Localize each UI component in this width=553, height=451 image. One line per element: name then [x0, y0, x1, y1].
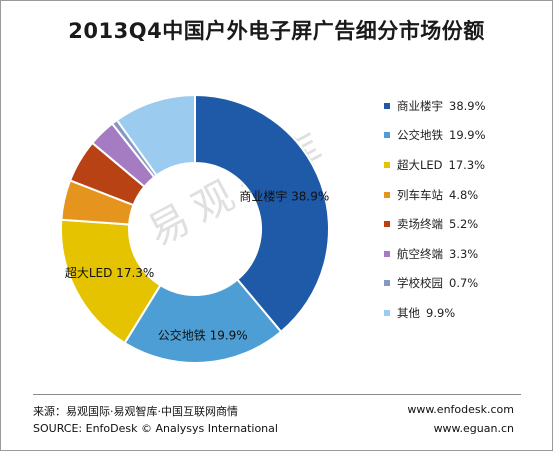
- legend-item-6: 航空终端 3.3%: [384, 239, 486, 269]
- legend-label: 商业楼宇: [397, 98, 443, 113]
- legend-label: 公交地铁: [397, 128, 443, 143]
- legend-item-8: 其他 9.9%: [384, 298, 486, 328]
- legend-swatch: [384, 309, 390, 316]
- legend-label: 列车车站: [397, 187, 443, 202]
- legend-label: 卖场终端: [397, 217, 443, 232]
- website-link-enfodesk[interactable]: www.enfodesk.com: [407, 403, 514, 416]
- legend-swatch: [384, 161, 390, 168]
- legend-item-7: 学校校园 0.7%: [384, 269, 486, 299]
- legend-swatch: [384, 132, 390, 139]
- slice-1: [194, 93, 330, 334]
- legend-label: 航空终端: [397, 246, 443, 261]
- legend-swatch: [384, 280, 390, 287]
- slice-2: [123, 278, 283, 364]
- website-link-eguan[interactable]: www.eguan.cn: [433, 422, 514, 435]
- legend-item-1: 商业楼宇 38.9%: [384, 91, 486, 121]
- chart-title: 2013Q4中国户外电子屏广告细分市场份额: [68, 19, 485, 43]
- legend-item-4: 列车车站 4.8%: [384, 180, 486, 210]
- legend-swatch: [384, 191, 390, 198]
- legend-swatch: [384, 250, 390, 257]
- legend-item-2: 公交地铁 19.9%: [384, 121, 486, 151]
- legend-value: 17.3%: [448, 157, 486, 172]
- source-cn: 来源：易观国际·易观智库·中国互联网商情: [33, 405, 238, 418]
- legend-value: 38.9%: [449, 98, 486, 113]
- legend-label: 学校校园: [397, 276, 443, 291]
- legend-value: 4.8%: [449, 187, 479, 202]
- legend-swatch: [384, 221, 390, 228]
- legend-value: 19.9%: [449, 128, 486, 143]
- slice-8: [115, 93, 196, 177]
- slice-3: [60, 218, 162, 345]
- slice-label-3: 超大LED 17.3%: [65, 265, 154, 280]
- slice-label-2: 公交地铁 19.9%: [158, 328, 248, 343]
- legend-item-5: 卖场终端 5.2%: [384, 209, 486, 239]
- legend-value: 3.3%: [449, 246, 479, 261]
- legend-item-3: 超大LED 17.3%: [384, 150, 486, 180]
- footer-divider: [33, 394, 521, 395]
- legend-swatch: [384, 102, 390, 109]
- legend-label: 超大LED: [397, 157, 443, 172]
- legend-label: 其他: [397, 305, 420, 320]
- legend-value: 9.9%: [426, 305, 456, 320]
- source-en: SOURCE: EnfoDesk © Analysys Internationa…: [33, 422, 278, 435]
- legend-value: 5.2%: [449, 217, 479, 232]
- chart-legend: 商业楼宇 38.9% 公交地铁 19.9% 超大LED 17.3% 列车车站 4.8% 卖场终端…: [384, 91, 486, 328]
- slice-label-1: 商业楼宇 38.9%: [239, 189, 329, 204]
- legend-value: 0.7%: [449, 276, 479, 291]
